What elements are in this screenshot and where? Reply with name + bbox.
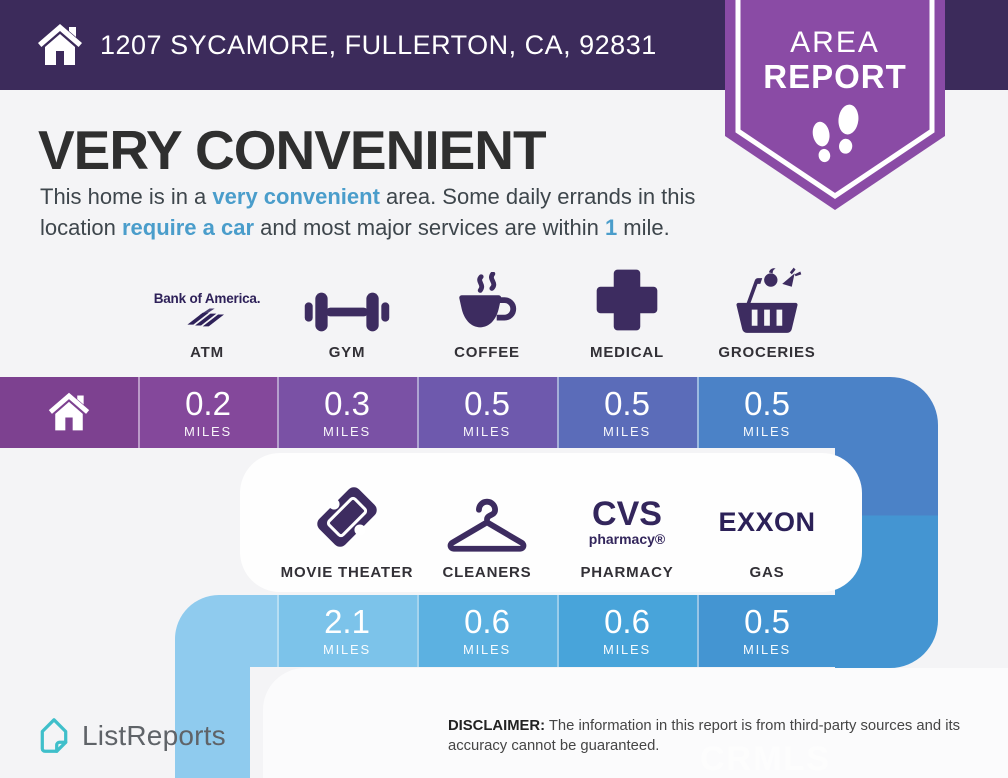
home-icon xyxy=(38,24,82,65)
distance-value: 0.5 xyxy=(464,384,510,422)
distance-unit: MILES xyxy=(602,642,651,657)
cvs-pharmacy-wordmark: pharmacy® xyxy=(588,531,666,547)
poi-atm: Bank of America. ATM xyxy=(137,256,277,361)
poi-coffee: COFFEE xyxy=(417,256,557,361)
distance-unit: MILES xyxy=(322,423,371,439)
disclaimer-text-line1: The information in this report is from t… xyxy=(545,718,961,734)
distance-segment xyxy=(417,595,557,667)
badge-title-line2: REPORT xyxy=(763,58,907,95)
subtitle-highlight-require-a-car: require a car xyxy=(121,215,255,240)
left-connector xyxy=(175,666,250,778)
poi-label: MEDICAL xyxy=(590,344,664,361)
distance-value: 0.6 xyxy=(604,603,650,640)
subtitle-highlight-one: 1 xyxy=(604,215,618,240)
poi-cleaners: CLEANERS xyxy=(417,476,557,581)
disclaimer-text-line2: accuracy cannot be guaranteed. xyxy=(448,738,660,754)
distance-unit: MILES xyxy=(183,423,232,439)
distance-value: 0.5 xyxy=(744,384,790,422)
distance-value: 0.5 xyxy=(604,384,650,422)
distance-segment xyxy=(697,595,862,667)
coffee-icon xyxy=(459,272,517,328)
listreports-logo: ListReports xyxy=(36,716,226,756)
distance-unit: MILES xyxy=(462,423,511,439)
poi-label: COFFEE xyxy=(454,344,520,361)
subtitle-text: location xyxy=(40,215,122,240)
distance-readout: 0.5 MILES xyxy=(697,377,837,448)
distance-unit: MILES xyxy=(602,423,651,439)
poi-groceries: GROCERIES xyxy=(697,256,837,361)
property-address: 1207 SYCAMORE, FULLERTON, CA, 92831 xyxy=(100,29,657,60)
subtitle-text: This home is in a xyxy=(40,184,213,209)
badge-title-line1: AREA xyxy=(790,26,880,59)
distance-readout: 0.5 MILES xyxy=(557,377,697,448)
distance-readout: 0.5 MILES xyxy=(417,377,557,448)
subtitle-text: mile. xyxy=(617,215,670,240)
distance-value: 0.6 xyxy=(464,603,510,640)
distance-segment xyxy=(277,595,417,667)
distance-segment xyxy=(697,377,938,448)
distance-unit: MILES xyxy=(322,642,371,657)
movie-ticket-icon xyxy=(317,487,377,547)
distance-value: 0.5 xyxy=(744,603,790,640)
distance-readout: 0.2 MILES xyxy=(138,377,278,448)
distance-segment xyxy=(138,377,277,448)
cvs-pharmacy-logo: CVS pharmacy® xyxy=(589,497,665,556)
footprints-icon xyxy=(812,104,859,163)
distance-readout: 0.5 MILES xyxy=(697,595,837,667)
bank-of-america-wordmark: Bank of America. xyxy=(153,291,261,306)
poi-gym: GYM xyxy=(277,256,417,361)
poi-gas: EXXON GAS xyxy=(697,476,837,581)
subtitle-text: area. Some daily errands in this xyxy=(379,184,696,209)
distance-segment xyxy=(417,377,557,448)
poi-label: CLEANERS xyxy=(442,564,532,581)
area-report-badge: AREA REPORT xyxy=(725,0,945,212)
disclaimer: DISCLAIMER: The information in this repo… xyxy=(448,716,996,756)
distance-unit: MILES xyxy=(462,642,511,657)
subtitle-text: and most major services are within xyxy=(254,215,605,240)
poi-pharmacy: CVS pharmacy® PHARMACY xyxy=(557,476,697,581)
exxon-logo: EXXON xyxy=(718,507,816,537)
bank-of-america-logo: Bank of America. xyxy=(153,291,261,336)
hanger-icon xyxy=(447,498,527,552)
distance-readout: 0.3 MILES xyxy=(277,377,417,448)
poi-label: GAS xyxy=(749,564,785,581)
poi-medical: MEDICAL xyxy=(557,256,697,361)
grocery-basket-icon xyxy=(736,267,802,333)
medical-cross-icon xyxy=(596,269,658,331)
badge-pennant-shape xyxy=(725,0,945,210)
distance-unit: MILES xyxy=(742,642,791,657)
cvs-wordmark: CVS xyxy=(592,495,662,533)
distance-value: 0.2 xyxy=(185,384,231,422)
distance-segment-lead xyxy=(175,595,277,667)
poi-label: GROCERIES xyxy=(718,344,816,361)
watermark: CRMLS xyxy=(700,740,831,778)
poi-label: GYM xyxy=(328,344,366,361)
disclaimer-label: DISCLAIMER: xyxy=(448,718,545,734)
distance-segment xyxy=(277,377,417,448)
page-title: VERY CONVENIENT xyxy=(38,119,547,181)
distance-value: 0.3 xyxy=(324,384,370,422)
listreports-wordmark: ListReports xyxy=(82,720,226,751)
distance-segment xyxy=(557,595,697,667)
poi-movie-theater: MOVIE THEATER xyxy=(277,476,417,581)
distance-readout: 0.6 MILES xyxy=(417,595,557,667)
home-icon xyxy=(48,392,90,431)
page-subtitle: This home is in a very convenient area. … xyxy=(40,181,760,243)
distance-readout: 0.6 MILES xyxy=(557,595,697,667)
distance-readout: 2.1 MILES xyxy=(277,595,417,667)
poi-label: PHARMACY xyxy=(580,564,674,581)
poi-label: MOVIE THEATER xyxy=(280,564,414,581)
listreports-house-icon xyxy=(40,718,68,753)
poi-label: ATM xyxy=(190,344,224,361)
distance-segment xyxy=(557,377,697,448)
footer-panel xyxy=(263,668,1008,778)
bank-of-america-flag-icon xyxy=(187,308,225,327)
distance-value: 2.1 xyxy=(324,603,370,640)
dumbbell-icon xyxy=(304,292,390,332)
subtitle-highlight-very-convenient: very convenient xyxy=(212,184,380,209)
distance-unit: MILES xyxy=(742,423,791,439)
